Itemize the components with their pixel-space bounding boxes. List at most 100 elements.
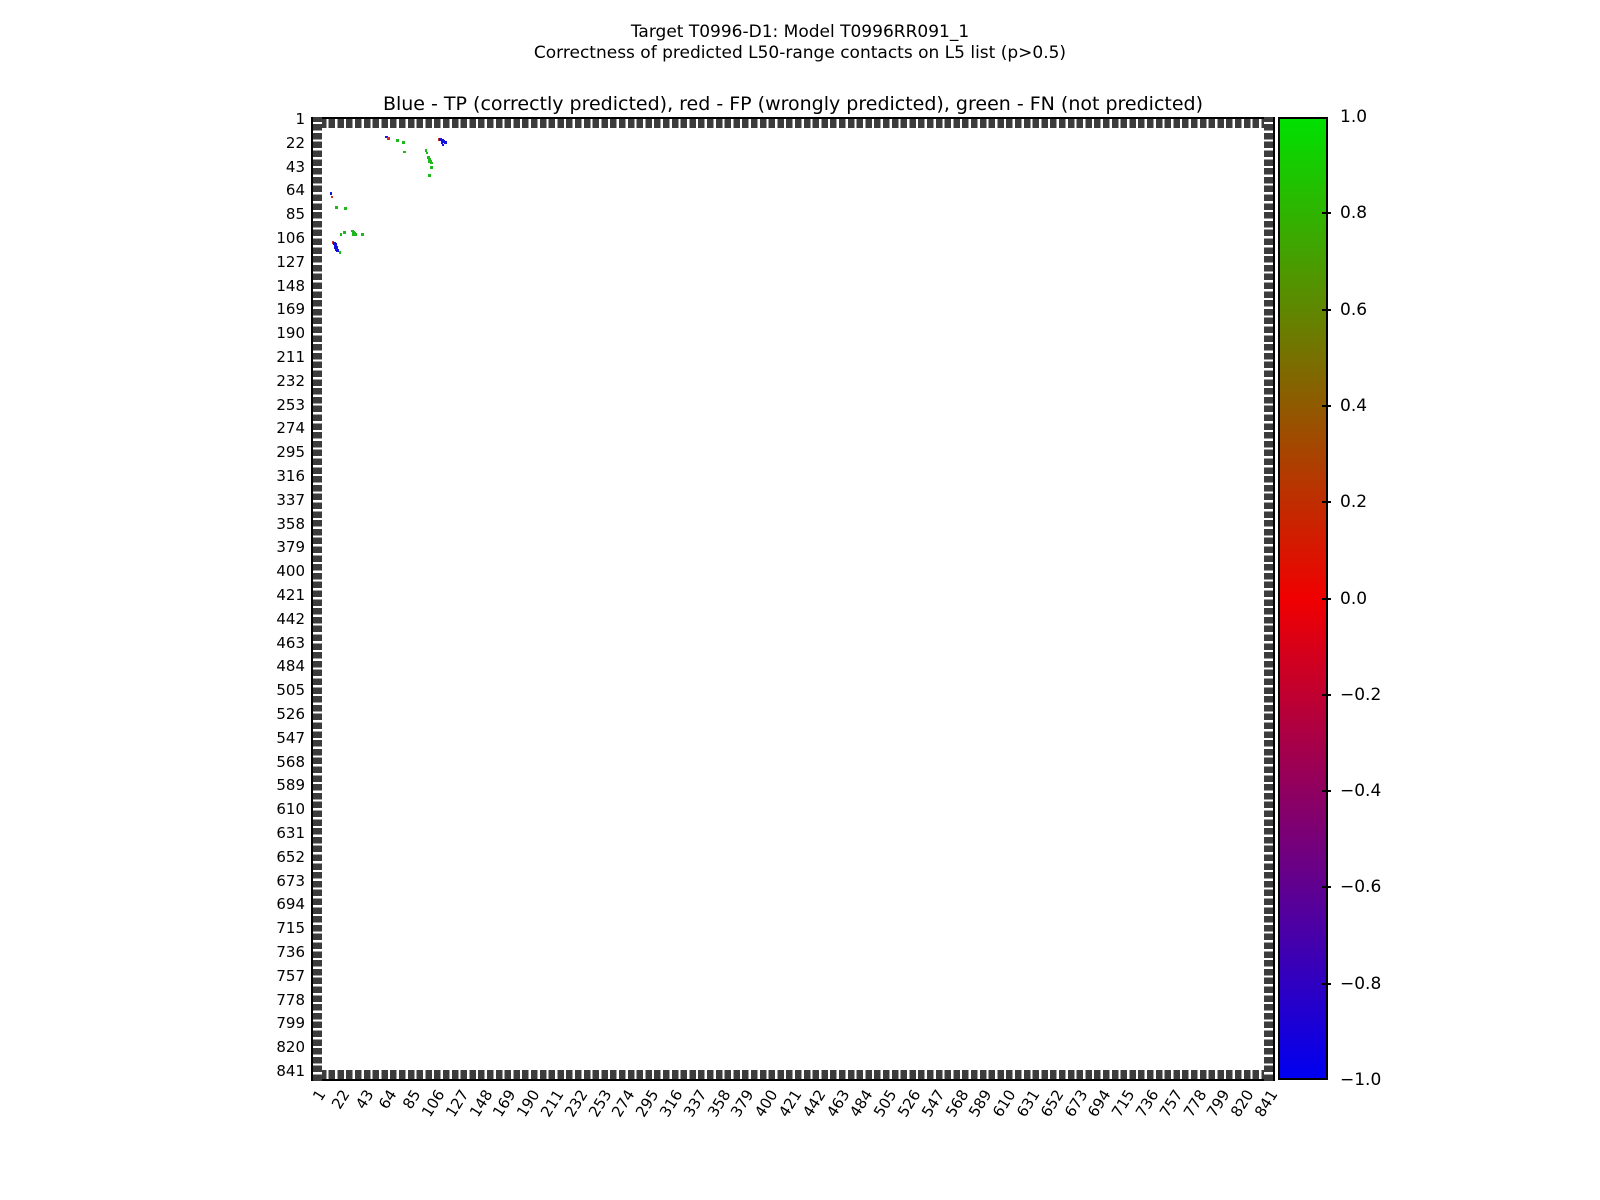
y-tick-label: 106 [276,228,305,247]
colorbar-tick [1322,886,1331,889]
contact-point-fn [354,233,358,236]
colorbar-tick [1322,597,1331,600]
y-tick-label: 337 [276,490,305,509]
colorbar-tick [1322,404,1331,407]
y-tick-label: 757 [276,966,305,985]
y-tick-label: 358 [276,514,305,533]
contact-point-tp [385,135,388,139]
contact-point-fn [402,141,405,145]
colorbar-tick-label: −0.2 [1340,684,1382,705]
y-tick-label: 232 [276,371,305,390]
colorbar-tick [1322,212,1331,215]
y-tick-label: 85 [285,205,305,224]
contact-point-fn [339,233,343,236]
y-tick-label: 148 [276,276,305,295]
y-tick-label: 589 [276,776,305,795]
contact-point-fn [344,207,347,210]
contact-point-fn [403,150,406,154]
colorbar-tick-label: −0.8 [1340,973,1382,994]
axes-title: Blue - TP (correctly predicted), red - F… [382,93,1204,115]
y-tick-label: 799 [276,1014,305,1033]
contact-point-fn [361,233,364,236]
y-tick-label: 694 [276,895,305,914]
colorbar-tick-label: −0.4 [1340,781,1382,802]
contact-point-tp [441,143,445,147]
contact-point-tp [444,141,447,145]
contact-point-fp [387,136,390,140]
suptitle-line2: Correctness of predicted L50-range conta… [533,43,1067,63]
colorbar-tick-label: 0.4 [1340,395,1368,416]
y-tick-label: 253 [276,395,305,414]
colorbar-tick [1322,982,1331,985]
y-tick-label: 778 [276,990,305,1009]
y-tick-label: 484 [276,657,305,676]
y-tick-label: 379 [276,538,305,557]
y-tick-label: 631 [276,823,305,842]
y-tick-label: 673 [276,871,305,890]
plot-border-top [311,117,1275,128]
contact-point-fn [428,160,431,164]
contact-point-tp [440,141,444,145]
colorbar-tick-label: 0.0 [1340,588,1368,609]
y-tick-label: 295 [276,443,305,462]
suptitle-line1: Target T0996-D1: Model T0996RR091_1 [630,22,970,42]
y-tick-label: 610 [276,800,305,819]
contact-point-tp [336,249,339,252]
colorbar-tick-label: 0.6 [1340,299,1368,320]
y-tick-label: 1 [295,110,305,128]
y-tick-label: 43 [285,157,305,176]
plot-border-left [311,117,322,1081]
plot-area [311,117,1275,1081]
colorbar-tick-label: 1.0 [1340,107,1368,127]
y-tick-label: 190 [276,324,305,343]
contact-point-fn [430,166,434,170]
y-tick-label: 400 [276,562,305,581]
y-tick-label: 841 [276,1061,305,1080]
contact-point-fn [425,151,429,155]
y-tick-label: 316 [276,466,305,485]
colorbar [1278,117,1328,1080]
y-tick-label: 820 [276,1038,305,1057]
y-tick-label: 274 [276,419,305,438]
contact-point-fn [427,156,430,159]
y-tick-label: 736 [276,942,305,961]
y-tick-label: 547 [276,728,305,747]
y-tick-label: 169 [276,300,305,319]
colorbar-tick [1322,501,1331,504]
colorbar-tick [1322,308,1331,311]
y-tick-label: 442 [276,609,305,628]
y-tick-label: 652 [276,847,305,866]
colorbar-tick [1322,790,1331,793]
y-tick-label: 211 [276,347,305,366]
y-tick-label: 421 [276,585,305,604]
contact-point-fn [430,161,434,165]
y-tick-label: 127 [276,252,305,271]
contact-point-fn [396,139,400,142]
contact-point-tp [329,192,333,196]
contact-point-fn [343,231,346,234]
y-tick-label: 526 [276,704,305,723]
contact-points-layer [311,117,1275,1081]
plot-border-bottom [311,1070,1275,1081]
contact-point-fn [335,206,338,209]
y-tick-label: 505 [276,681,305,700]
contact-point-fp [330,195,334,199]
y-tick-label: 568 [276,752,305,771]
plot-border-right [1264,117,1275,1081]
colorbar-tick-label: −1.0 [1340,1070,1382,1090]
colorbar-tick-label: 0.2 [1340,492,1368,513]
contact-point-tp [439,138,443,141]
y-tick-label: 463 [276,633,305,652]
colorbar-tick-label: −0.6 [1340,877,1382,898]
y-tick-label: 22 [285,133,305,152]
contact-point-fn [424,149,428,153]
y-tick-label: 715 [276,919,305,938]
colorbar-tick-label: 0.8 [1340,203,1368,224]
y-tick-label: 64 [285,181,305,200]
colorbar-tick [1322,693,1331,696]
figure-suptitle: Target T0996-D1: Model T0996RR091_1 Corr… [0,22,1600,64]
contact-point-fn [352,233,355,236]
contact-point-fn [428,174,431,177]
contact-point-fn [338,251,342,255]
